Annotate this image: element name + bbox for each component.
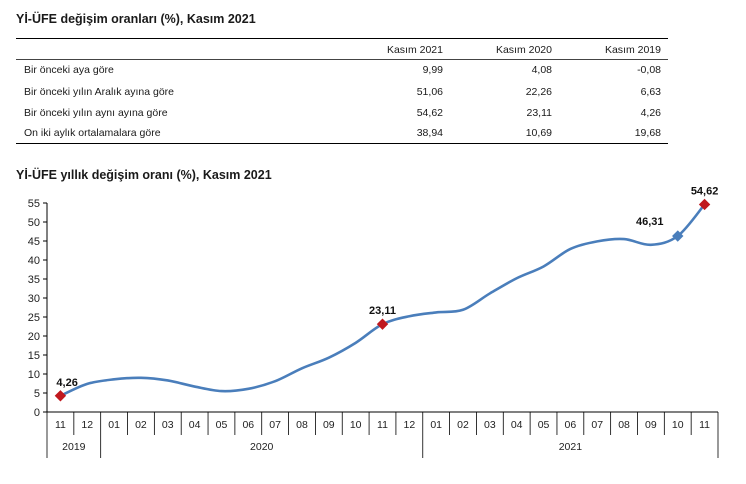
y-tick-label: 30 [28,293,40,305]
data-label: 54,62 [691,185,719,197]
x-year-label: 2020 [250,441,274,453]
column-header: Kasım 2021 [386,44,443,56]
column-header: Kasım 2020 [495,44,552,56]
column-header: Kasım 2019 [604,44,661,56]
y-tick-label: 20 [28,331,40,343]
table-top-rule [16,38,668,39]
x-tick-label: 08 [618,419,630,431]
data-point-marker [376,318,389,330]
x-tick-label: 08 [296,419,308,431]
data-point-marker [54,390,67,402]
data-label: 4,26 [56,377,77,389]
y-tick-label: 25 [28,312,40,324]
x-tick-label: 07 [591,419,603,431]
table-cell: 54,62 [416,107,443,119]
x-tick-label: 04 [511,419,523,431]
table-cell: 23,11 [526,107,553,119]
table-bottom-rule [16,143,668,144]
table-cell: 6,63 [640,86,661,98]
x-tick-label: 09 [645,419,657,431]
x-tick-label: 11 [699,419,710,431]
x-tick-label: 05 [538,419,550,431]
y-tick-label: 0 [34,407,40,419]
x-tick-label: 02 [135,419,147,431]
x-tick-label: 02 [457,419,469,431]
y-tick-label: 50 [28,217,40,229]
data-label: 23,11 [369,305,396,317]
x-year-label: 2021 [559,441,583,453]
data-point-marker [672,230,684,242]
table-cell: 38,94 [416,127,443,139]
x-tick-label: 06 [242,419,254,431]
table-cell: 4,26 [640,107,661,119]
table-row-label: Bir önceki yılın Aralık ayına göre [24,86,174,98]
table-cell: 19,68 [634,127,661,139]
data-point-marker [698,198,711,211]
x-tick-label: 07 [269,419,281,431]
table-header-rule [16,59,668,60]
x-tick-label: 03 [162,419,174,431]
y-tick-label: 55 [28,198,40,210]
y-tick-label: 35 [28,274,40,286]
x-tick-label: 03 [484,419,496,431]
table-row-label: Bir önceki aya göre [24,64,114,76]
table-cell: 22,26 [525,86,552,98]
chart-title: Yİ-ÜFE yıllık değişim oranı (%), Kasım 2… [16,168,272,182]
table-row-label: Bir önceki yılın aynı ayına göre [24,107,168,119]
x-tick-label: 11 [55,419,66,431]
table-cell: -0,08 [637,64,661,76]
table-cell: 4,08 [531,64,552,76]
x-tick-label: 01 [108,419,120,431]
x-tick-label: 10 [350,419,362,431]
table-cell: 51,06 [416,86,443,98]
table-row-label: On iki aylık ortalamalara göre [24,127,161,139]
x-tick-label: 04 [189,419,201,431]
x-tick-label: 12 [81,419,93,431]
data-label: 46,31 [636,216,664,228]
x-year-label: 2019 [62,441,86,453]
y-tick-label: 5 [34,388,40,400]
x-tick-label: 06 [565,419,577,431]
table-cell: 10,69 [525,127,552,139]
x-tick-label: 11 [377,419,388,431]
table-title: Yİ-ÜFE değişim oranları (%), Kasım 2021 [16,12,256,26]
x-tick-label: 01 [430,419,442,431]
y-tick-label: 40 [28,255,40,267]
table-cell: 9,99 [422,64,443,76]
x-tick-label: 10 [672,419,684,431]
x-tick-label: 05 [216,419,228,431]
x-tick-label: 12 [403,419,415,431]
y-tick-label: 45 [28,236,40,248]
x-tick-label: 09 [323,419,335,431]
y-tick-label: 15 [28,350,40,362]
y-tick-label: 10 [28,369,40,381]
series-line [59,203,706,397]
